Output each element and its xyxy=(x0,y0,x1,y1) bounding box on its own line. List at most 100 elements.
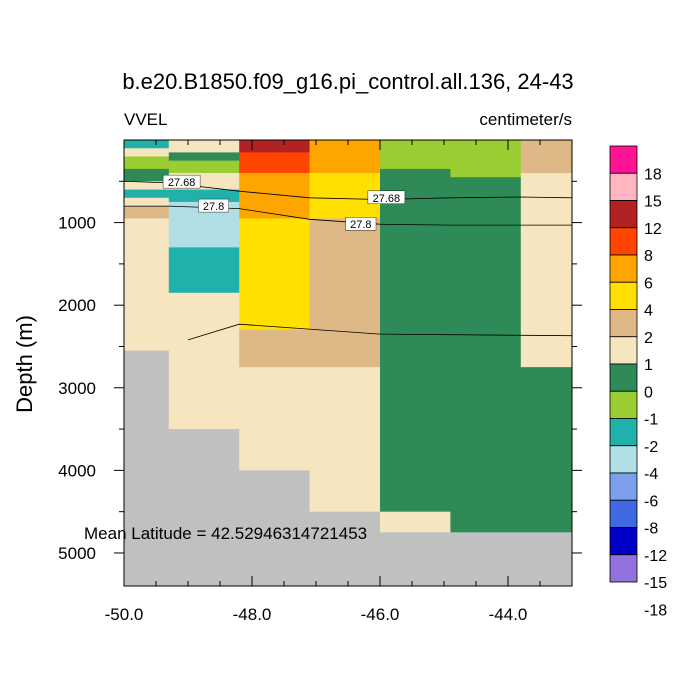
colorbar-label: -15 xyxy=(644,575,667,592)
colorbar-label: -18 xyxy=(644,602,667,619)
y-tick-label: 1000 xyxy=(58,214,96,233)
colorbar-label: 12 xyxy=(644,221,662,238)
heatmap-cell xyxy=(239,329,311,368)
y-tick-label: 5000 xyxy=(58,544,96,563)
contour-label-box xyxy=(367,190,406,205)
colorbar-swatch xyxy=(609,200,638,229)
heatmap-cell xyxy=(380,140,451,170)
colorbar-swatch xyxy=(609,254,638,283)
heatmap-cell xyxy=(309,367,381,513)
heatmap-cell xyxy=(124,140,170,149)
heatmap-cell xyxy=(520,140,573,174)
heatmap-cell xyxy=(520,367,573,533)
heatmap-cell xyxy=(450,177,522,533)
contour-label: 27.68 xyxy=(373,193,401,205)
contour-label-box xyxy=(345,217,377,231)
colorbar-swatch xyxy=(609,227,638,256)
units-label: centimeter/s xyxy=(479,110,572,129)
heatmap-cell xyxy=(309,511,381,587)
heatmap-cell xyxy=(309,218,381,368)
contour-labels: 27.68 27.68 27.8 27.8 xyxy=(162,174,406,231)
heatmap-cell xyxy=(168,292,240,430)
contour-label: 27.68 xyxy=(168,177,196,189)
heatmap-cell xyxy=(124,189,170,199)
x-tick-label: -44.0 xyxy=(489,605,528,624)
y-tick-label: 4000 xyxy=(58,461,96,480)
x-tick-label: -50.0 xyxy=(105,605,144,624)
colorbar-swatch xyxy=(609,527,638,556)
heatmap-cell xyxy=(239,140,311,153)
x-axis: -50.0 -48.0 -46.0 -44.0 xyxy=(105,140,573,624)
variable-label: VVEL xyxy=(124,110,167,129)
heatmap-cell xyxy=(520,173,573,368)
colorbar: 18 15 12 8 6 4 2 1 0 -1 -2 -4 -6 -8 -12 -15 -18 xyxy=(609,145,667,619)
colorbar-swatch xyxy=(609,309,638,338)
heatmap-cell xyxy=(239,218,311,331)
heatmap-cell xyxy=(168,160,240,174)
colorbar-label: 4 xyxy=(644,303,653,320)
heatmap-cell xyxy=(239,470,311,587)
heatmap-cell xyxy=(124,156,170,170)
heatmap-cell xyxy=(168,140,240,153)
y-tick-label: 3000 xyxy=(58,379,96,398)
colorbar-swatch xyxy=(609,336,638,365)
contour-label-box xyxy=(162,174,201,189)
colorbar-label: 15 xyxy=(644,194,662,211)
colorbar-label: -12 xyxy=(644,548,667,565)
colorbar-label: -1 xyxy=(644,412,658,429)
colorbar-label: 1 xyxy=(644,357,653,374)
heatmap-cell xyxy=(239,173,311,219)
colorbar-label: -2 xyxy=(644,439,658,456)
chart-title: b.e20.B1850.f09_g16.pi_control.all.136, … xyxy=(122,69,573,94)
colorbar-swatch xyxy=(609,472,638,501)
mean-latitude-annotation: Mean Latitude = 42.52946314721453 xyxy=(84,524,367,543)
heatmap-cell xyxy=(124,206,170,219)
colorbar-swatch xyxy=(609,172,638,201)
colorbar-label: 18 xyxy=(644,166,662,183)
heatmap-cell xyxy=(168,247,240,294)
heatmap-cells xyxy=(124,140,573,587)
colorbar-swatch xyxy=(609,554,638,583)
colorbar-swatch xyxy=(609,145,638,174)
heatmap-cell xyxy=(380,532,451,587)
heatmap-cell xyxy=(124,350,170,587)
colorbar-label: -4 xyxy=(644,466,658,483)
heatmap-cell xyxy=(124,181,170,191)
contour-line xyxy=(124,205,572,226)
y-axis-label: Depth (m) xyxy=(12,315,37,413)
colorbar-swatch xyxy=(609,390,638,419)
colorbar-swatch xyxy=(609,499,638,528)
heatmap-cell xyxy=(239,367,311,471)
heatmap-cell xyxy=(520,532,573,587)
heatmap-cell xyxy=(124,148,170,158)
colorbar-swatch xyxy=(609,445,638,474)
colorbar-label: 8 xyxy=(644,248,653,265)
heatmap-cell xyxy=(168,429,240,587)
contour-label: 27.8 xyxy=(350,219,371,231)
colorbar-swatch xyxy=(609,363,638,392)
contour-label: 27.8 xyxy=(203,201,224,213)
heatmap-cell xyxy=(124,168,170,182)
y-axis: 1000 2000 3000 4000 5000 xyxy=(58,180,582,563)
heatmap-cell xyxy=(168,152,240,162)
heatmap-cell xyxy=(239,152,311,174)
heatmap-cell xyxy=(124,197,170,207)
contour-line xyxy=(187,323,573,341)
colorbar-label: -8 xyxy=(644,521,658,538)
heatmap-cell xyxy=(450,140,522,178)
colorbar-swatch xyxy=(609,281,638,310)
colorbar-label: 2 xyxy=(644,330,653,347)
colorbar-label: 0 xyxy=(644,384,653,401)
x-tick-label: -48.0 xyxy=(233,605,272,624)
colorbar-swatch xyxy=(609,418,638,447)
colorbar-label: 6 xyxy=(644,275,653,292)
heatmap-cell xyxy=(380,168,451,513)
x-tick-label: -46.0 xyxy=(361,605,400,624)
contour-label-box xyxy=(198,198,229,213)
heatmap-cell xyxy=(380,511,451,533)
colorbar-label: -6 xyxy=(644,493,658,510)
heatmap-cell xyxy=(309,140,381,174)
heatmap-cell xyxy=(450,532,522,587)
y-tick-label: 2000 xyxy=(58,296,96,315)
